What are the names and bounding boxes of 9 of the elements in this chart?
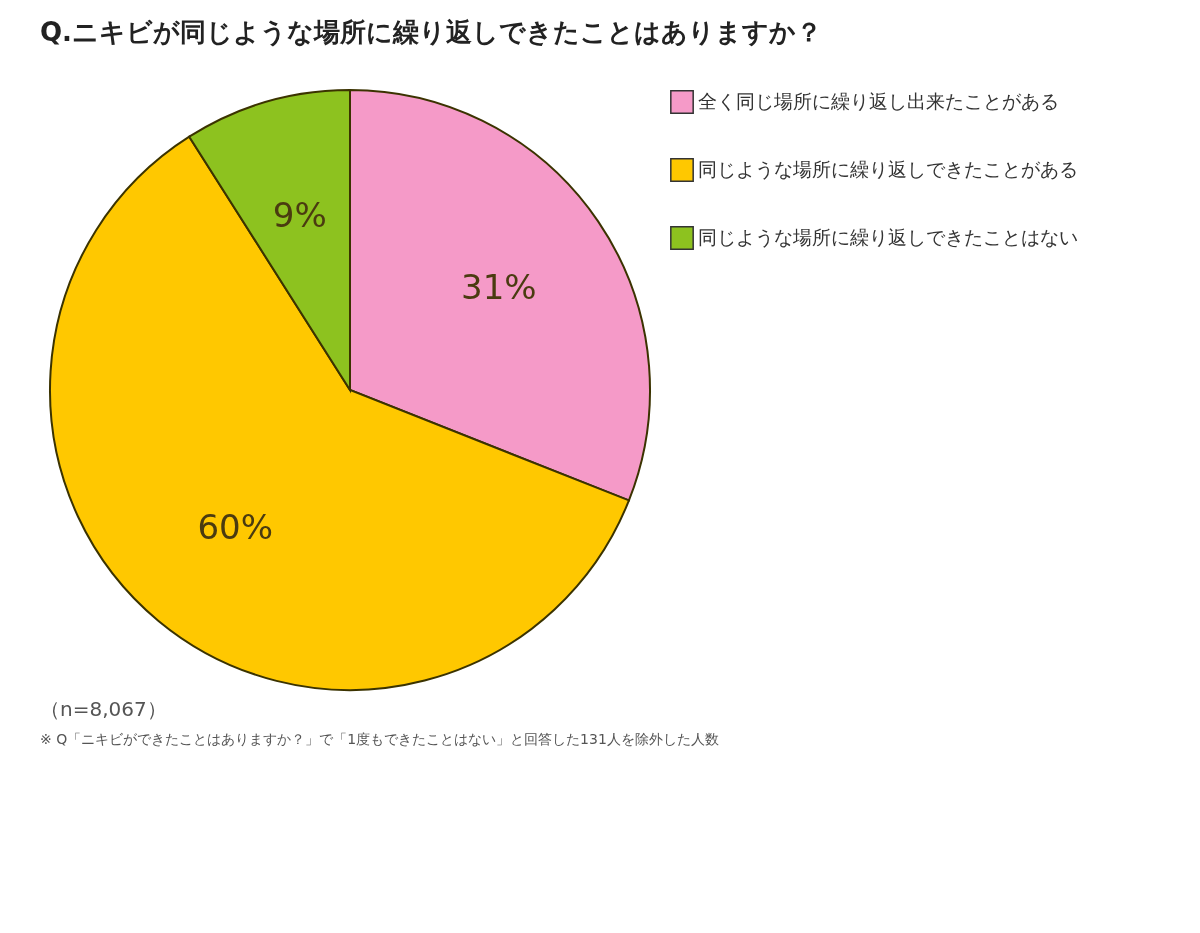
data-label: 9%	[272, 195, 327, 236]
legend-label: 同じような場所に繰り返しできたことがある	[698, 158, 1078, 180]
data-label: 60%	[197, 506, 274, 547]
text: （n=8,067）	[40, 697, 167, 721]
data-label: 31%	[461, 266, 537, 307]
legend-label: 同じような場所に繰り返しできたことはない	[698, 226, 1078, 248]
chart-title: Q.ニキビが同じような場所に繰り返しできたことはありますか？	[40, 17, 822, 47]
legend-label: 全く同じ場所に繰り返し出来たことがある	[698, 90, 1059, 112]
text: ※ Q「ニキビができたことはありますか？」で「1度もできたことはない」と回答した131人を除外した人数	[40, 731, 719, 747]
